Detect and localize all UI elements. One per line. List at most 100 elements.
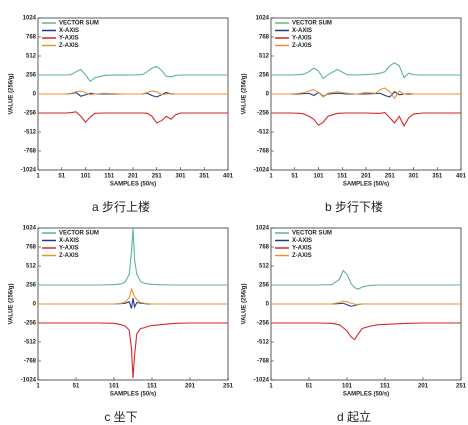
legend-label: X-AXIS bbox=[59, 238, 79, 244]
y-tick-label: -256 bbox=[257, 111, 270, 117]
y-tick-label: 768 bbox=[26, 245, 37, 251]
y-tick-label: 256 bbox=[259, 283, 270, 289]
series-line bbox=[38, 111, 228, 124]
series-line bbox=[38, 297, 228, 309]
series-line bbox=[38, 91, 228, 98]
y-tick-label: -1024 bbox=[254, 378, 270, 384]
y-tick-label: 1024 bbox=[256, 16, 270, 22]
legend-label: VECTOR SUM bbox=[292, 21, 332, 27]
legend-label: Z-AXIS bbox=[292, 43, 312, 49]
y-tick-label: -256 bbox=[24, 321, 37, 327]
y-tick-label: 512 bbox=[26, 264, 37, 270]
legend-label: Y-AXIS bbox=[292, 36, 312, 42]
x-tick-label: 201 bbox=[185, 384, 196, 390]
x-tick-label: 201 bbox=[361, 174, 372, 180]
y-tick-label: 768 bbox=[259, 35, 270, 41]
y-axis-label: VALUE (256/g) bbox=[9, 284, 15, 325]
y-tick-label: 0 bbox=[33, 302, 37, 308]
x-tick-label: 101 bbox=[313, 174, 324, 180]
series-line bbox=[271, 62, 461, 80]
y-tick-label: -512 bbox=[24, 130, 37, 136]
y-tick-label: 256 bbox=[26, 283, 37, 289]
legend-label: X-AXIS bbox=[292, 238, 312, 244]
y-tick-label: 0 bbox=[266, 302, 270, 308]
x-tick-label: 151 bbox=[380, 384, 391, 390]
y-tick-label: 512 bbox=[259, 54, 270, 60]
x-axis-label: SAMPLES (50/s) bbox=[343, 182, 389, 188]
x-tick-label: 1 bbox=[269, 384, 273, 390]
series-line bbox=[38, 287, 228, 305]
series-line bbox=[38, 90, 228, 96]
x-axis-label: SAMPLES (50/s) bbox=[110, 392, 156, 398]
series-line bbox=[38, 322, 228, 379]
x-tick-label: 151 bbox=[147, 384, 158, 390]
y-tick-label: 512 bbox=[26, 54, 37, 60]
caption: c 坐下 bbox=[104, 410, 137, 424]
series-line bbox=[271, 300, 461, 306]
x-tick-label: 201 bbox=[418, 384, 429, 390]
caption: d 起立 bbox=[337, 409, 371, 424]
y-tick-label: -768 bbox=[257, 359, 270, 365]
x-tick-label: 251 bbox=[223, 384, 234, 390]
x-tick-label: 101 bbox=[109, 384, 120, 390]
y-tick-label: 0 bbox=[33, 92, 37, 98]
legend-label: Y-AXIS bbox=[59, 246, 79, 252]
y-tick-label: -256 bbox=[257, 321, 270, 327]
y-tick-label: -1024 bbox=[21, 168, 37, 174]
x-tick-label: 401 bbox=[456, 174, 467, 180]
x-tick-label: 51 bbox=[306, 384, 313, 390]
y-tick-label: -256 bbox=[24, 111, 37, 117]
y-tick-label: 0 bbox=[266, 92, 270, 98]
x-tick-label: 51 bbox=[291, 174, 298, 180]
x-tick-label: 251 bbox=[385, 174, 396, 180]
y-tick-label: 1024 bbox=[23, 16, 37, 22]
y-axis-label: VALUE (256/g) bbox=[242, 284, 248, 325]
legend-label: VECTOR SUM bbox=[292, 231, 332, 237]
legend-label: Y-AXIS bbox=[59, 36, 79, 42]
x-tick-label: 401 bbox=[223, 174, 234, 180]
series-line bbox=[271, 269, 461, 290]
x-tick-label: 201 bbox=[128, 174, 139, 180]
y-axis-label: VALUE (256/g) bbox=[242, 74, 248, 115]
series-line bbox=[38, 65, 228, 83]
y-tick-label: -512 bbox=[24, 340, 37, 346]
x-tick-label: 251 bbox=[456, 384, 467, 390]
legend-label: X-AXIS bbox=[292, 28, 312, 34]
x-tick-label: 351 bbox=[199, 174, 210, 180]
y-tick-label: 256 bbox=[259, 73, 270, 79]
y-tick-label: -512 bbox=[257, 130, 270, 136]
x-tick-label: 151 bbox=[104, 174, 115, 180]
y-tick-label: -768 bbox=[257, 149, 270, 155]
y-tick-label: 1024 bbox=[256, 226, 270, 232]
legend-label: Z-AXIS bbox=[292, 253, 312, 259]
y-axis-label: VALUE (256/g) bbox=[9, 74, 15, 115]
legend-label: VECTOR SUM bbox=[59, 231, 99, 237]
legend-label: Y-AXIS bbox=[292, 246, 312, 252]
y-tick-label: 256 bbox=[26, 73, 37, 79]
series-line bbox=[271, 87, 461, 100]
x-tick-label: 101 bbox=[342, 384, 353, 390]
x-tick-label: 1 bbox=[269, 174, 273, 180]
x-tick-label: 1 bbox=[36, 174, 40, 180]
caption: a 步行上楼 bbox=[92, 199, 150, 214]
y-tick-label: -512 bbox=[257, 340, 270, 346]
y-tick-label: -1024 bbox=[254, 168, 270, 174]
x-tick-label: 151 bbox=[337, 174, 348, 180]
x-tick-label: 101 bbox=[80, 174, 91, 180]
x-axis-label: SAMPLES (50/s) bbox=[343, 392, 389, 398]
legend-label: Z-AXIS bbox=[59, 253, 79, 259]
series-line bbox=[271, 322, 461, 341]
y-tick-label: 768 bbox=[259, 245, 270, 251]
y-tick-label: -1024 bbox=[21, 378, 37, 384]
x-tick-label: 251 bbox=[152, 174, 163, 180]
y-tick-label: -768 bbox=[24, 359, 37, 365]
x-tick-label: 1 bbox=[36, 384, 40, 390]
series-line bbox=[271, 111, 461, 128]
y-tick-label: -768 bbox=[24, 149, 37, 155]
legend-label: X-AXIS bbox=[59, 28, 79, 34]
